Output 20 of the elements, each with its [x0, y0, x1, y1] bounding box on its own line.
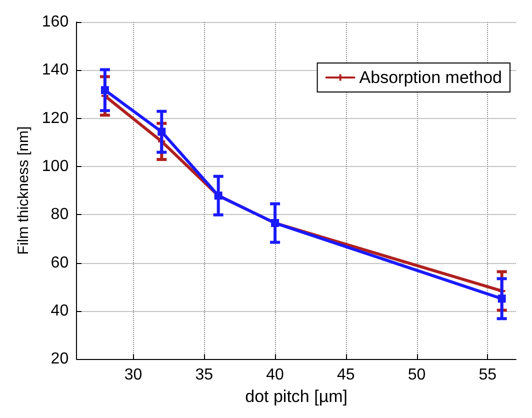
x-tick-label: 55 [478, 366, 497, 384]
x-axis-title: dot pitch [µm] [245, 387, 348, 406]
x-tick-label: 35 [195, 366, 214, 384]
y-axis-title: Film thickness [nm] [15, 126, 32, 255]
y-tick-label: 160 [42, 14, 69, 30]
y-tick-label: 120 [42, 110, 69, 127]
y-tick-label: 60 [50, 254, 69, 272]
legend-label: Absorption method [359, 68, 502, 87]
point [158, 128, 166, 136]
y-tick-label: 80 [50, 206, 69, 224]
point [498, 294, 506, 303]
x-tick-label: 50 [408, 366, 426, 384]
y-tick-label: 140 [42, 62, 69, 79]
y-tick-label: 100 [42, 158, 69, 175]
x-tick-label: 40 [266, 366, 284, 384]
y-tick-label: 40 [50, 302, 69, 320]
point [100, 86, 109, 94]
y-tick-label: 20 [50, 350, 69, 368]
x-tick-label: 45 [337, 366, 355, 384]
x-tick-label: 30 [124, 366, 142, 384]
